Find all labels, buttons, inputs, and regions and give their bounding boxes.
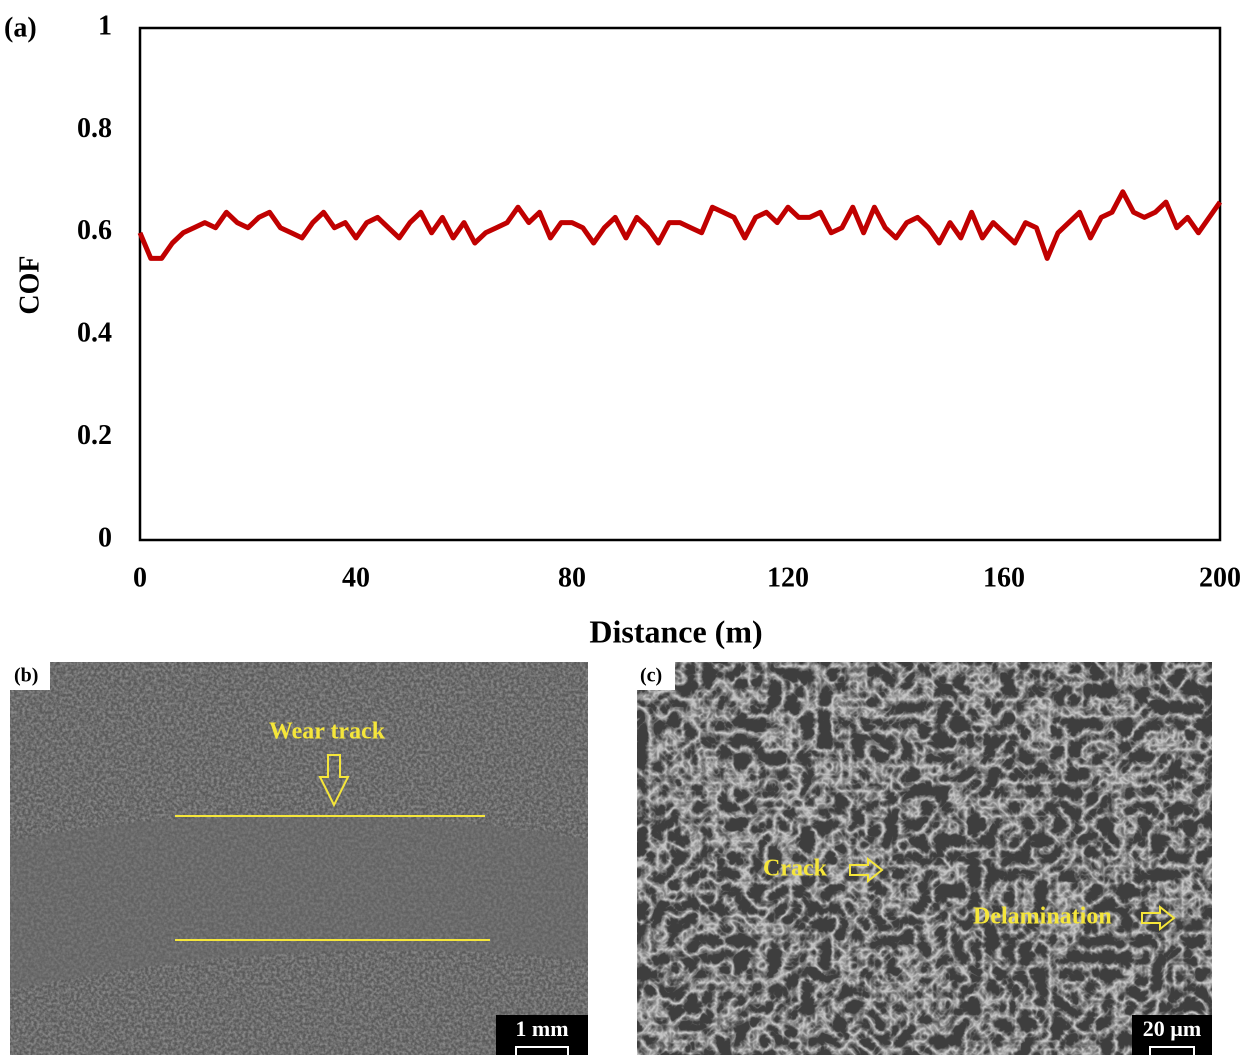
cof-line (137, 189, 1223, 261)
image-label: (b) (14, 665, 38, 687)
y-tick-label: 0.6 (77, 215, 112, 246)
scale-bar: 20 µm (1143, 1016, 1202, 1041)
scale-bar: 1 mm (515, 1016, 568, 1041)
y-axis-title: COF (14, 255, 45, 314)
x-tick-label: 0 (133, 562, 147, 593)
plot: 0 0.2 0.4 0.6 0.8 1 0 40 80 120 160 200 (77, 10, 1241, 593)
x-tick-label: 120 (767, 562, 809, 593)
annotation: Crack (763, 856, 828, 882)
annotation: Wear track (269, 719, 386, 745)
panel-label: (a) (4, 12, 37, 43)
annotation: Delamination (973, 904, 1112, 930)
x-tick-label: 80 (558, 562, 586, 593)
plot-frame (138, 26, 1222, 542)
x-tick-label: 200 (1199, 562, 1241, 593)
y-tick-label: 0.4 (77, 318, 112, 349)
image-label: (c) (640, 665, 662, 687)
y-tick-label: 0.8 (77, 113, 112, 144)
y-tick-label: 0.2 (77, 420, 112, 451)
y-tick-label: 1 (98, 10, 112, 41)
x-tick-label: 40 (342, 562, 370, 593)
sem-image-c: (c) Crack Delamination 20 µm (637, 662, 1212, 1055)
x-axis-title: Distance (m) (589, 613, 762, 649)
x-tick-label: 160 (983, 562, 1025, 593)
y-tick-label: 0 (98, 522, 112, 553)
sem-image-b: (b) Wear track 1 mm (10, 662, 588, 1055)
